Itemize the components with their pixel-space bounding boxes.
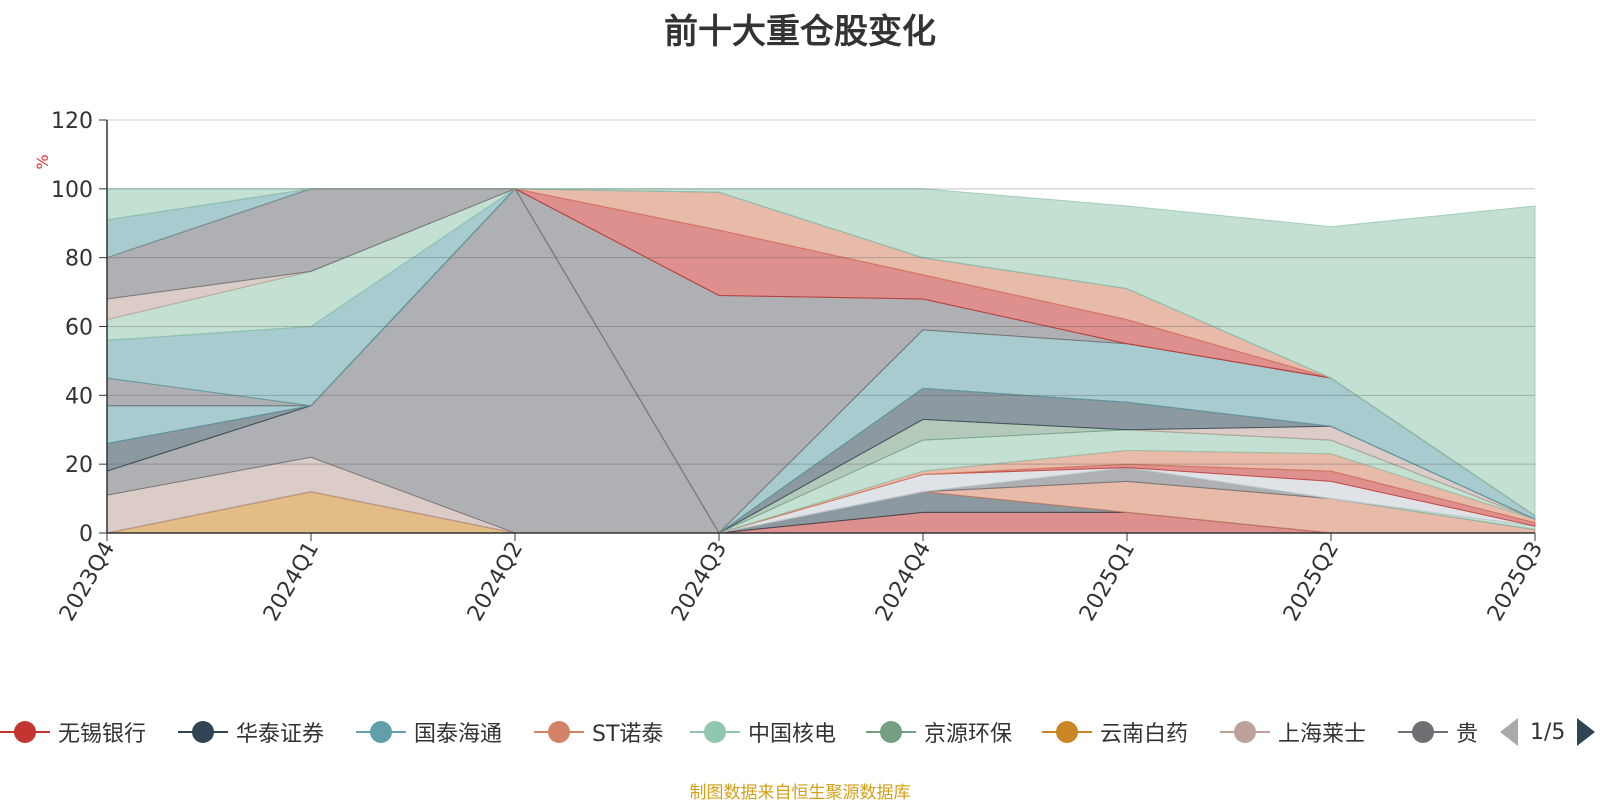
legend-item[interactable]: 华泰证券 bbox=[178, 712, 324, 752]
y-tick-label: 0 bbox=[79, 522, 93, 547]
y-tick-label: 120 bbox=[51, 109, 93, 134]
legend-label: 上海莱士 bbox=[1278, 722, 1367, 747]
legend-marker-icon bbox=[866, 719, 916, 745]
legend-label: 贵 bbox=[1456, 722, 1479, 747]
legend-page-indicator: 1/5 bbox=[1530, 719, 1566, 745]
legend-label: 京源环保 bbox=[924, 722, 1013, 747]
x-tick-label: 2024Q4 bbox=[871, 538, 936, 626]
legend-item[interactable]: ST诺泰 bbox=[534, 712, 663, 752]
source-note: 制图数据来自恒生聚源数据库 bbox=[689, 783, 911, 803]
x-tick-label: 2024Q2 bbox=[463, 538, 528, 626]
x-tick-label: 2025Q2 bbox=[1279, 538, 1344, 626]
legend-marker-icon bbox=[356, 719, 406, 745]
legend-marker-icon bbox=[1042, 719, 1092, 745]
legend-item[interactable]: 云南白药 bbox=[1042, 712, 1188, 752]
legend-marker-icon bbox=[690, 719, 740, 745]
x-tick-label: 2024Q3 bbox=[667, 538, 732, 626]
y-tick-label: 80 bbox=[65, 247, 93, 272]
y-axis-label: % bbox=[33, 154, 52, 169]
y-tick-label: 40 bbox=[65, 384, 93, 409]
legend-label: ST诺泰 bbox=[592, 722, 664, 747]
y-tick-label: 20 bbox=[65, 453, 93, 478]
x-tick-label: 2024Q1 bbox=[259, 538, 324, 626]
legend-item[interactable]: 国泰海通 bbox=[356, 712, 502, 752]
grid-layer bbox=[107, 119, 1535, 465]
legend-label: 云南白药 bbox=[1100, 722, 1189, 747]
legend-item[interactable]: 上海莱士 bbox=[1220, 712, 1366, 752]
x-tick-label: 2023Q4 bbox=[55, 538, 120, 626]
y-tick-label: 100 bbox=[51, 178, 93, 203]
x-tick-label: 2025Q3 bbox=[1483, 538, 1548, 626]
legend-label: 无锡银行 bbox=[58, 722, 147, 747]
legend-item[interactable]: 贵 bbox=[1398, 712, 1478, 752]
area-series-layer bbox=[106, 187, 1536, 534]
legend: 无锡银行 华泰证券 国泰海通 ST诺泰 中国核电 京源环保 云南白药 上海莱士 贵 bbox=[0, 712, 1600, 752]
legend-item[interactable]: 中国核电 bbox=[690, 712, 836, 752]
area-series-23 bbox=[106, 188, 1536, 517]
legend-label: 华泰证券 bbox=[236, 722, 325, 747]
legend-item[interactable]: 无锡银行 bbox=[0, 712, 146, 752]
legend-marker-icon bbox=[1220, 719, 1270, 745]
legend-label: 中国核电 bbox=[748, 722, 837, 747]
chart-title: 前十大重仓股变化 bbox=[664, 12, 936, 52]
legend-marker-icon bbox=[0, 719, 50, 745]
legend-pager: 1/5 bbox=[1500, 718, 1596, 746]
y-tick-label: 60 bbox=[65, 316, 93, 341]
legend-label: 国泰海通 bbox=[414, 722, 503, 747]
legend-next-page-icon[interactable] bbox=[1577, 718, 1596, 746]
legend-marker-icon bbox=[178, 719, 228, 745]
legend-item[interactable]: 京源环保 bbox=[866, 712, 1012, 752]
legend-prev-page-icon[interactable] bbox=[1500, 718, 1518, 746]
legend-marker-icon bbox=[1398, 719, 1448, 745]
x-tick-label: 2025Q1 bbox=[1075, 538, 1140, 626]
legend-marker-icon bbox=[534, 719, 584, 745]
chart-plot: 0 20 40 60 80 100 120% 2023Q4 2024Q1 2024Q2 2024Q3… bbox=[33, 109, 1548, 626]
